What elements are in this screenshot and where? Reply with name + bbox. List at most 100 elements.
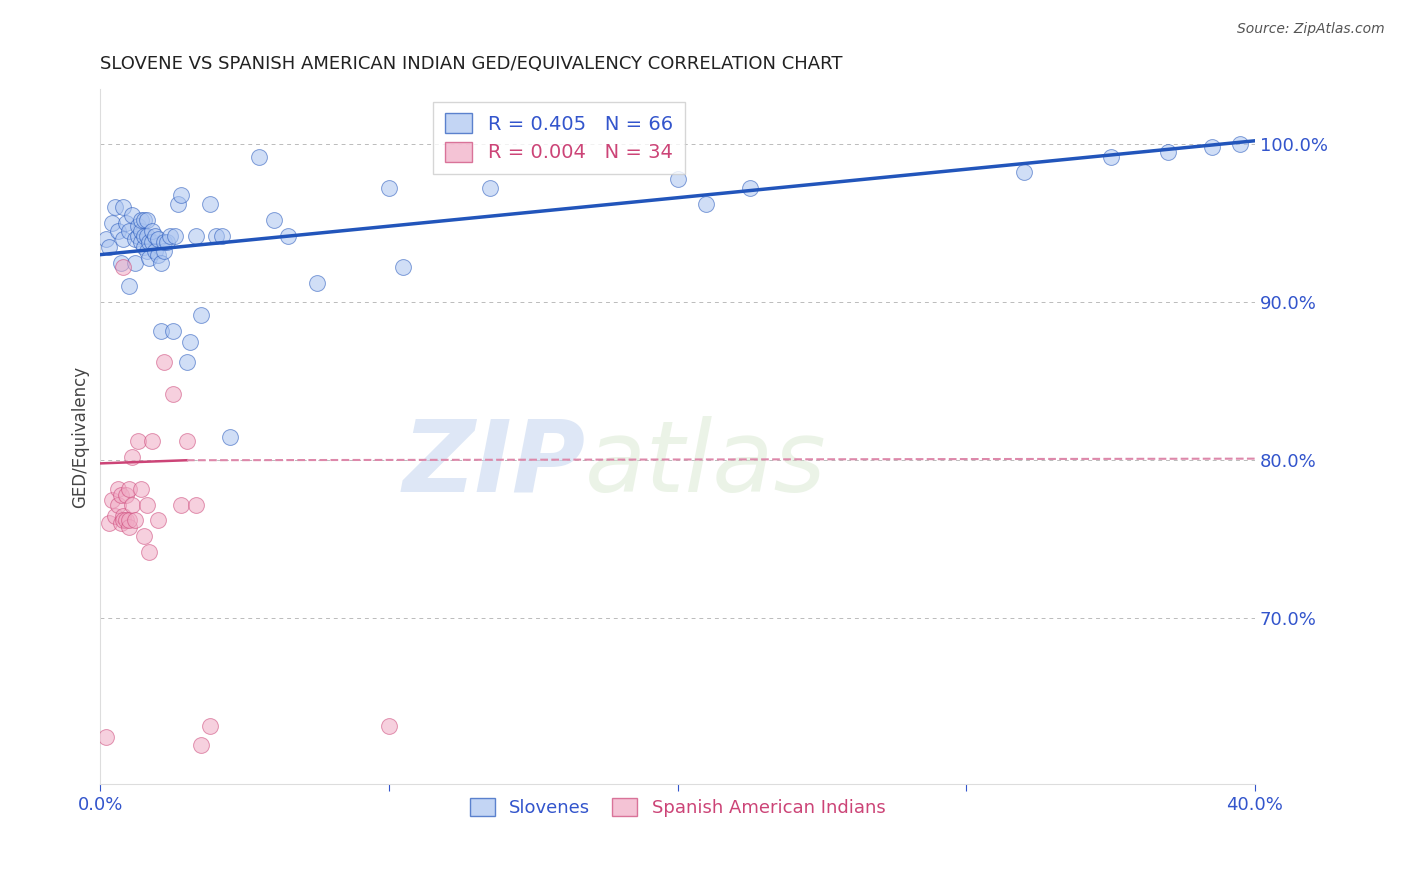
Point [129, 235, 152, 249]
Text: Source: ZipAtlas.com: Source: ZipAtlas.com [1237, 22, 1385, 37]
Point [124, 255, 146, 269]
Point [121, 450, 143, 464]
Point [132, 212, 155, 227]
Point [1157, 145, 1180, 159]
Point [392, 260, 415, 275]
Point [146, 247, 169, 261]
Point [305, 276, 328, 290]
Point [115, 216, 138, 230]
Point [94, 730, 117, 744]
Point [118, 224, 141, 238]
Point [198, 719, 221, 733]
Point [138, 545, 160, 559]
Point [153, 235, 176, 249]
Point [107, 224, 129, 238]
Text: atlas: atlas [585, 416, 827, 513]
Point [107, 498, 129, 512]
Point [138, 251, 160, 265]
Point [277, 228, 299, 243]
Point [107, 482, 129, 496]
Point [101, 216, 124, 230]
Point [135, 244, 157, 259]
Point [153, 355, 176, 369]
Y-axis label: GED/Equivalency: GED/Equivalency [72, 366, 89, 508]
Point [129, 224, 152, 238]
Point [190, 738, 212, 752]
Point [695, 197, 717, 211]
Point [132, 529, 155, 543]
Point [211, 228, 233, 243]
Point [127, 434, 149, 449]
Point [179, 334, 201, 349]
Point [167, 197, 190, 211]
Point [479, 181, 502, 195]
Point [132, 240, 155, 254]
Point [143, 244, 166, 259]
Point [184, 228, 207, 243]
Point [94, 232, 117, 246]
Point [165, 228, 187, 243]
Legend: Slovenes, Spanish American Indians: Slovenes, Spanish American Indians [463, 790, 893, 824]
Point [112, 232, 135, 246]
Point [110, 516, 132, 531]
Point [141, 235, 163, 249]
Point [115, 488, 138, 502]
Point [198, 197, 221, 211]
Point [149, 255, 172, 269]
Point [118, 482, 141, 496]
Point [666, 171, 689, 186]
Point [146, 513, 169, 527]
Point [121, 208, 143, 222]
Point [247, 150, 270, 164]
Point [378, 181, 401, 195]
Point [118, 513, 141, 527]
Point [141, 224, 163, 238]
Point [129, 212, 152, 227]
Point [110, 255, 132, 269]
Point [127, 228, 149, 243]
Point [98, 516, 121, 531]
Point [112, 513, 135, 527]
Point [115, 513, 138, 527]
Point [204, 228, 226, 243]
Point [110, 488, 132, 502]
Point [184, 498, 207, 512]
Point [121, 498, 143, 512]
Point [146, 232, 169, 246]
Point [104, 508, 127, 523]
Point [190, 308, 212, 322]
Point [129, 482, 152, 496]
Point [1012, 165, 1035, 179]
Point [101, 492, 124, 507]
Point [124, 513, 146, 527]
Text: ZIP: ZIP [402, 416, 585, 513]
Point [170, 187, 193, 202]
Point [135, 212, 157, 227]
Text: SLOVENE VS SPANISH AMERICAN INDIAN GED/EQUIVALENCY CORRELATION CHART: SLOVENE VS SPANISH AMERICAN INDIAN GED/E… [100, 55, 842, 73]
Point [112, 260, 135, 275]
Point [153, 244, 176, 259]
Point [143, 228, 166, 243]
Point [170, 498, 193, 512]
Point [141, 434, 163, 449]
Point [378, 719, 401, 733]
Point [104, 200, 127, 214]
Point [1099, 150, 1122, 164]
Point [176, 355, 198, 369]
Point [176, 434, 198, 449]
Point [135, 498, 157, 512]
Point [219, 429, 242, 443]
Point [1229, 136, 1251, 151]
Point [98, 240, 121, 254]
Point [118, 519, 141, 533]
Point [138, 235, 160, 249]
Point [156, 235, 179, 249]
Point [127, 219, 149, 234]
Point [149, 324, 172, 338]
Point [162, 324, 184, 338]
Point [118, 279, 141, 293]
Point [135, 228, 157, 243]
Point [159, 228, 181, 243]
Point [162, 386, 184, 401]
Point [738, 181, 761, 195]
